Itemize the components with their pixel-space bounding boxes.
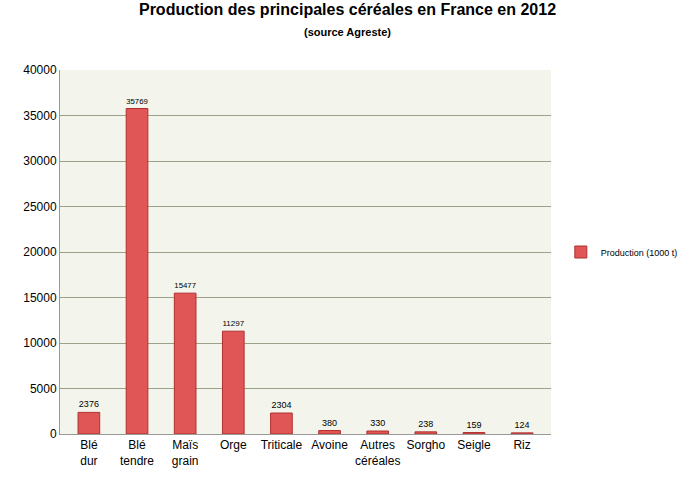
svg-text:30000: 30000 bbox=[23, 154, 57, 168]
svg-text:Avoine: Avoine bbox=[311, 438, 348, 452]
svg-text:Autrescéréales: Autrescéréales bbox=[355, 438, 400, 468]
svg-text:Seigle: Seigle bbox=[457, 438, 491, 452]
svg-text:124: 124 bbox=[515, 420, 530, 430]
svg-text:20000: 20000 bbox=[23, 245, 57, 259]
svg-text:Blédur: Blédur bbox=[80, 438, 98, 468]
svg-text:Blétendre: Blétendre bbox=[120, 438, 154, 468]
svg-text:35769: 35769 bbox=[126, 97, 148, 106]
svg-text:Production (1000 t): Production (1000 t) bbox=[601, 248, 678, 258]
svg-text:2376: 2376 bbox=[79, 399, 99, 409]
svg-text:Triticale: Triticale bbox=[261, 438, 303, 452]
svg-text:40000: 40000 bbox=[23, 63, 57, 77]
svg-text:Production des principales cér: Production des principales céréales en F… bbox=[139, 1, 556, 38]
svg-text:Riz: Riz bbox=[513, 438, 530, 452]
svg-text:380: 380 bbox=[322, 418, 337, 428]
svg-text:159: 159 bbox=[466, 420, 481, 430]
svg-text:0: 0 bbox=[50, 427, 57, 441]
svg-text:2304: 2304 bbox=[271, 400, 291, 410]
svg-text:15477: 15477 bbox=[174, 281, 196, 290]
svg-text:15000: 15000 bbox=[23, 291, 57, 305]
svg-text:25000: 25000 bbox=[23, 200, 57, 214]
svg-text:10000: 10000 bbox=[23, 336, 57, 350]
svg-text:238: 238 bbox=[418, 419, 433, 429]
svg-text:Maïsgrain: Maïsgrain bbox=[172, 438, 199, 468]
svg-text:Orge: Orge bbox=[220, 438, 247, 452]
svg-text:11297: 11297 bbox=[222, 319, 244, 328]
svg-text:Sorgho: Sorgho bbox=[406, 438, 445, 452]
svg-text:35000: 35000 bbox=[23, 109, 57, 123]
svg-text:330: 330 bbox=[370, 418, 385, 428]
svg-text:5000: 5000 bbox=[30, 382, 57, 396]
